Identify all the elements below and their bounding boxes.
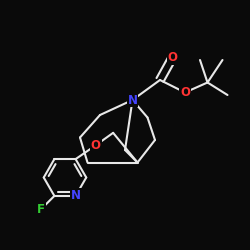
Text: F: F	[36, 203, 44, 216]
Text: O: O	[90, 139, 101, 152]
Text: N: N	[128, 94, 138, 106]
Text: O: O	[168, 51, 177, 64]
Text: O: O	[180, 86, 190, 99]
Text: N: N	[71, 190, 81, 202]
